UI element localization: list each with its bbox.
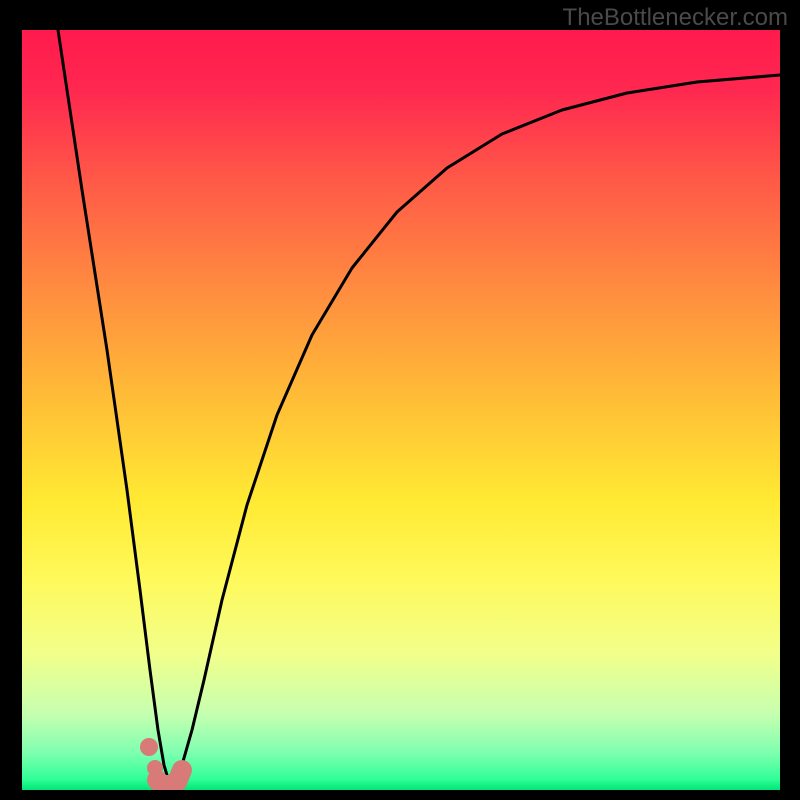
chart-container: TheBottlenecker.com: [0, 0, 800, 800]
bottleneck-curve: [58, 30, 780, 785]
plot-area: [22, 30, 780, 790]
watermark-text: TheBottlenecker.com: [563, 4, 788, 32]
curve-layer: [22, 30, 780, 790]
